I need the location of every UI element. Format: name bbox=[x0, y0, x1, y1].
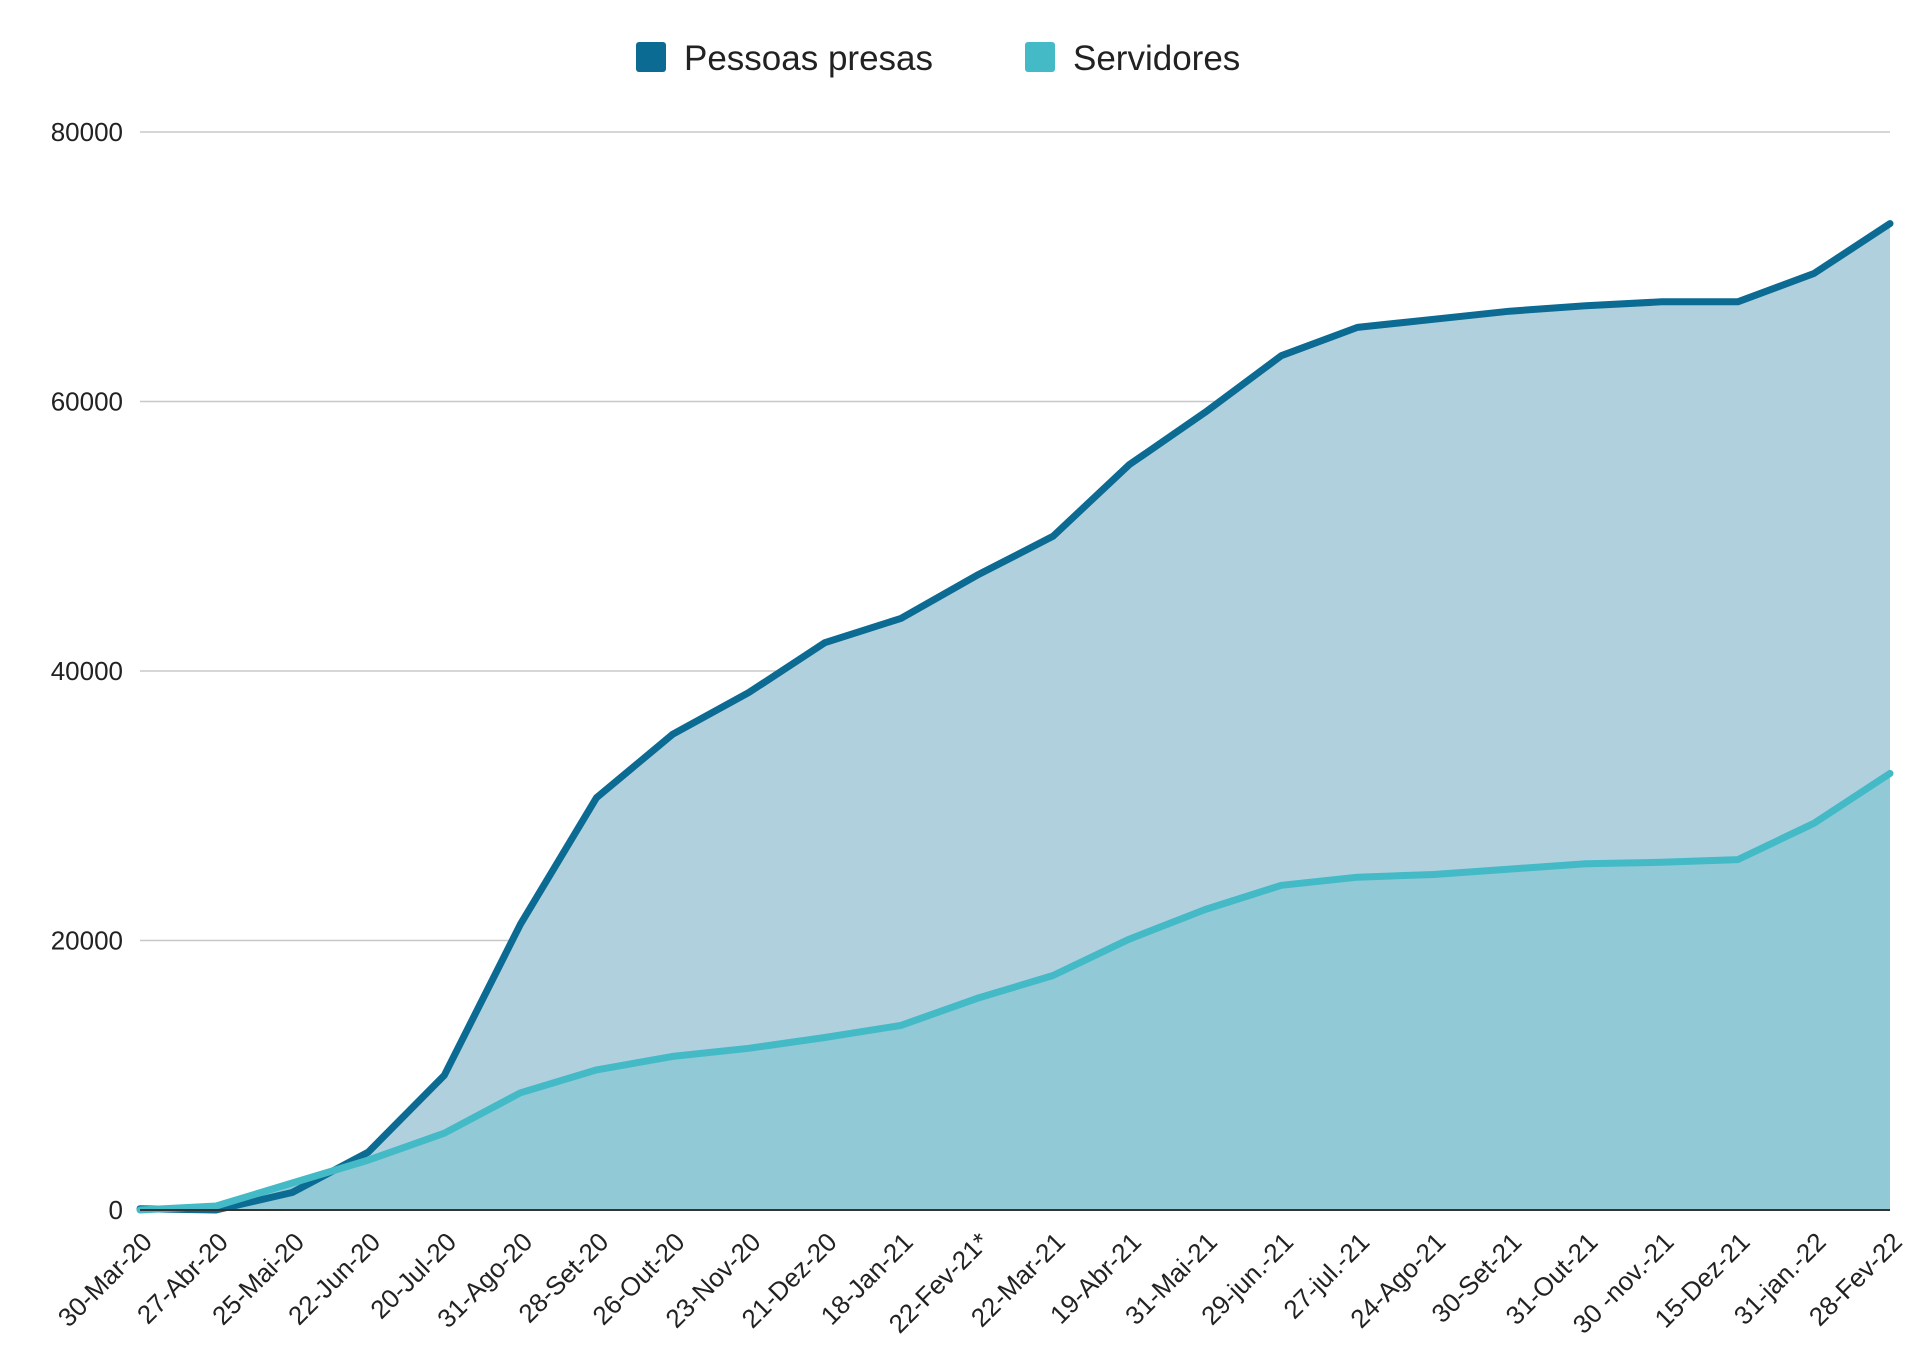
area-servidores bbox=[140, 773, 1890, 1210]
legend-label-servidores: Servidores bbox=[1073, 39, 1240, 78]
plot-lines bbox=[136, 220, 1894, 1214]
y-tick-label-0: 0 bbox=[109, 1195, 123, 1225]
y-axis-ticks: 0 20000 40000 60000 80000 bbox=[51, 117, 123, 1225]
legend-swatch-servidores bbox=[1025, 42, 1055, 72]
y-tick-label-40000: 40000 bbox=[51, 656, 123, 686]
legend-label-pessoas-presas: Pessoas presas bbox=[684, 39, 933, 78]
line-servidores bbox=[136, 769, 1894, 1214]
y-tick-label-20000: 20000 bbox=[51, 926, 123, 956]
x-axis-ticks: 30-Mar-2027-Abr-2025-Mai-2022-Jun-2020-J… bbox=[52, 1227, 1908, 1340]
line-pessoas-presas bbox=[136, 220, 1894, 1214]
plot-areas bbox=[140, 223, 1890, 1211]
y-tick-label-60000: 60000 bbox=[51, 387, 123, 417]
legend-swatch-pessoas-presas bbox=[636, 42, 666, 72]
chart-legend: Pessoas presas Servidores bbox=[636, 39, 1240, 78]
y-tick-label-80000: 80000 bbox=[51, 117, 123, 147]
